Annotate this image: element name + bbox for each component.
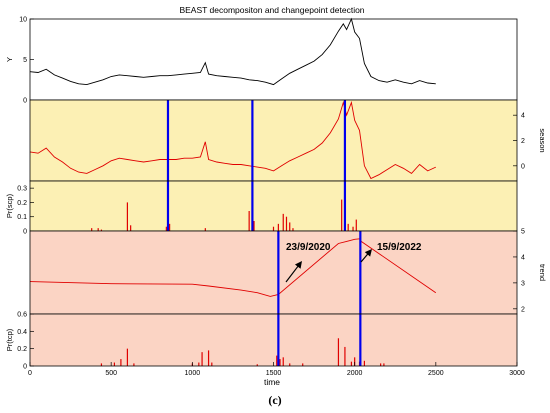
panel-background [30,19,517,100]
x-tick-label: 0 [28,370,32,377]
panel-background [30,314,517,366]
y-axis-label: Y [5,57,14,62]
figure-caption: (c) [268,393,282,407]
y-tick-label: 0 [23,364,27,371]
x-tick-label: 1000 [185,370,201,377]
y-tick-label: 0.4 [17,329,27,336]
x-axis-label: time [264,377,280,387]
trend-series-line [29,238,437,297]
y-tick-label: 5 [521,229,525,236]
y-tick-label: 3 [521,280,525,287]
panel-season: 0 2 4 season [29,99,547,182]
y-axis-label: trend [538,264,547,281]
annotation-arrowhead [364,249,372,257]
y-tick-label: 2 [521,306,525,313]
season-series-line [29,100,436,180]
y-tick-label: 2 [521,138,525,145]
panel-y: 0 5 10 Y [5,17,518,105]
beast-figure: BEAST decompositon and changepoint detec… [5,5,547,387]
y-tick-label: 0.2 [17,200,27,207]
panel-background [30,100,517,181]
annotation-arrowhead [294,261,302,269]
y-tick-label: 0.6 [17,312,27,319]
y-tick-label: 0 [23,98,27,105]
x-tick-label: 1500 [266,370,282,377]
x-tick-label: 2000 [347,370,363,377]
y-tick-label: 5 [23,57,27,64]
panel-background [30,181,517,231]
y-tick-label: 0 [23,229,27,236]
x-tick-label: 2500 [428,370,444,377]
y-series-line [29,17,436,86]
plot-panels: 0 5 10 Y 0 2 4 season 0 0.1 0.2 0.3Pr(scp) 2 3 4 5 trend… [5,17,547,371]
y-tick-label: 4 [521,254,525,261]
y-tick-label: 4 [521,113,525,120]
x-tick-label: 500 [105,370,117,377]
y-tick-label: 0.3 [17,186,27,193]
annotation-date: 23/9/2020 [286,242,331,253]
y-tick-label: 0 [521,163,525,170]
annotation-arrow [285,263,301,283]
y-tick-label: 0.1 [17,214,27,221]
y-axis-label: Pr(scp) [5,193,14,218]
x-axis: 0 500 1000 1500 2000 2500 3000 [28,362,525,377]
annotation-date: 15/9/2022 [377,242,422,253]
panel-background [30,231,517,314]
y-tick-label: 10 [19,17,27,24]
y-axis-label: Pr(tcp) [5,328,14,351]
y-tick-label: 0.2 [17,346,27,353]
chart-title: BEAST decompositon and changepoint detec… [179,5,364,15]
x-tick-label: 3000 [509,370,525,377]
panel-prtcp: 0 0.2 0.4 0.6 Pr(tcp) [5,312,518,371]
y-axis-label: season [538,128,547,152]
panel-trend: 2 3 4 5 trend 23/9/2020 15/9/2022 [29,229,547,315]
panel-prscp: 0 0.1 0.2 0.3Pr(scp) [5,180,518,236]
